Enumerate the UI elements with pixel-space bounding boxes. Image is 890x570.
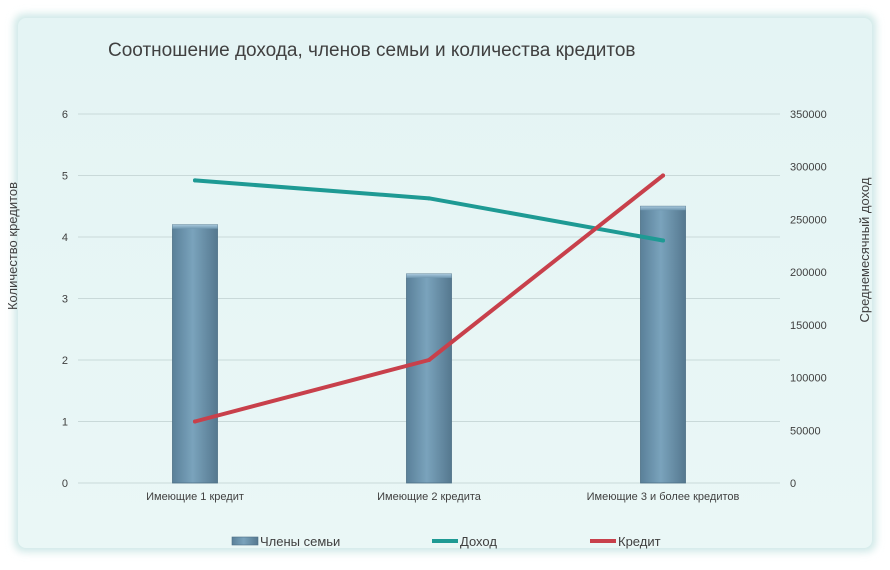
y-left-tick-label: 4 [62,232,68,244]
bar-top-highlight [640,206,686,211]
y-left-tick-label: 1 [62,417,68,429]
category-labels: Имеющие 1 кредит Имеющие 2 кредита Имеющие… [146,491,739,503]
category-label: Имеющие 2 кредита [377,491,482,503]
left-axis-ticks: 0 1 2 3 4 5 6 [62,109,68,490]
line-point-2-2 [427,358,431,362]
category-label: Имеющие 1 кредит [146,491,244,503]
bar-top-highlight [406,273,452,278]
y-right-tick-label: 250000 [790,214,827,226]
right-axis-ticks: 0 50000 100000 150000 200000 250000 300000 3500… [790,109,827,490]
y-left-tick-label: 3 [62,294,68,306]
y-left-tick-label: 6 [62,109,68,121]
line-point-1-3 [661,238,665,243]
legend-label: Кредит [618,534,661,549]
y-right-tick-label: 350000 [790,109,827,121]
line-point-2-1 [193,419,197,424]
legend-label: Члены семьи [260,534,340,549]
y-right-tick-label: 100000 [790,373,827,385]
line-point-2-3 [661,173,665,178]
y-left-tick-label: 5 [62,171,68,183]
y-right-tick-label: 50000 [790,425,821,437]
line-series [193,173,665,424]
bar-series [172,205,686,484]
y-left-tick-label: 2 [62,355,68,367]
legend-label: Доход [460,534,497,549]
y-right-tick-label: 300000 [790,162,827,174]
bar-members-2 [406,273,452,484]
bar-members-1 [172,224,218,484]
bar-top-highlight [172,224,218,229]
y-right-tick-label: 0 [790,478,796,490]
line-point-1-2 [427,196,431,201]
y-axis-right-label: Среднемесячный доход [857,177,872,322]
chart-title: Соотношение дохода, членов семьи и колич… [108,40,636,61]
y-right-tick-label: 200000 [790,267,827,279]
y-axis-left-label: Количество кредитов [5,182,20,310]
legend-swatch-members [231,536,259,546]
bar-members-3 [640,205,686,484]
y-left-tick-label: 0 [62,478,68,490]
legend: Члены семьи Доход Кредит [231,534,661,549]
category-label: Имеющие 3 и более кредитов [587,491,740,503]
line-point-1-1 [193,178,197,183]
y-right-tick-label: 150000 [790,320,827,332]
